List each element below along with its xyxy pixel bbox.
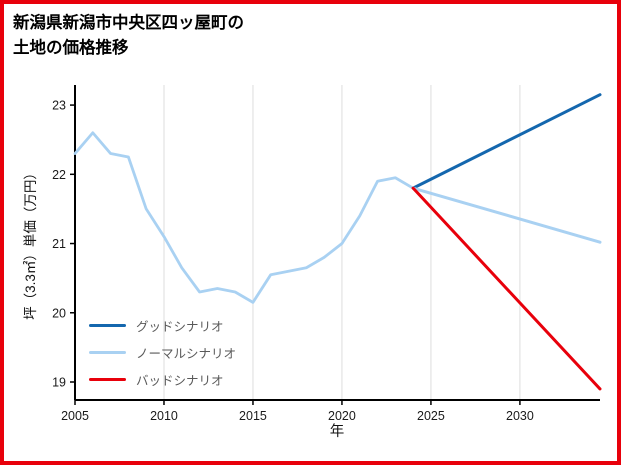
x-tick-label: 2025 (417, 409, 445, 423)
x-tick-label: 2005 (61, 409, 89, 423)
y-tick-label: 22 (52, 168, 66, 182)
legend-line-good (89, 324, 126, 327)
series-line-good (411, 93, 602, 190)
y-tick-label: 21 (52, 237, 66, 251)
legend-label-normal: ノーマルシナリオ (136, 347, 237, 361)
legend-item-bad: バッドシナリオ (89, 366, 236, 393)
legend: グッドシナリオ ノーマルシナリオ バッドシナリオ (89, 312, 236, 393)
legend-item-good: グッドシナリオ (89, 312, 236, 339)
legend-line-bad (89, 378, 126, 381)
x-tick-label: 2015 (239, 409, 267, 423)
chart-title-line-1: 新潟県新潟市中央区四ッ屋町の (13, 14, 244, 32)
legend-item-normal: ノーマルシナリオ (89, 339, 236, 366)
y-axis-label: 坪（3.3㎡）単価（万円） (23, 166, 38, 320)
x-tick-label: 2030 (506, 409, 534, 423)
chart-title-line-2: 土地の価格推移 (13, 38, 129, 57)
y-tick-label: 20 (52, 306, 66, 320)
x-tick-label: 2020 (328, 409, 356, 423)
x-axis-label: 年 (329, 424, 345, 440)
legend-label-good: グッドシナリオ (136, 320, 224, 334)
y-tick-label: 19 (52, 376, 66, 390)
series-line-bad (411, 186, 602, 391)
legend-line-normal (89, 351, 126, 354)
series-line-history (73, 131, 415, 304)
series-line-normal (411, 186, 602, 244)
chart-title: 新潟県新潟市中央区四ッ屋町の 土地の価格推移 (13, 11, 244, 61)
x-tick-label: 2010 (150, 409, 178, 423)
y-tick-label: 23 (52, 99, 66, 113)
legend-label-bad: バッドシナリオ (136, 374, 224, 388)
